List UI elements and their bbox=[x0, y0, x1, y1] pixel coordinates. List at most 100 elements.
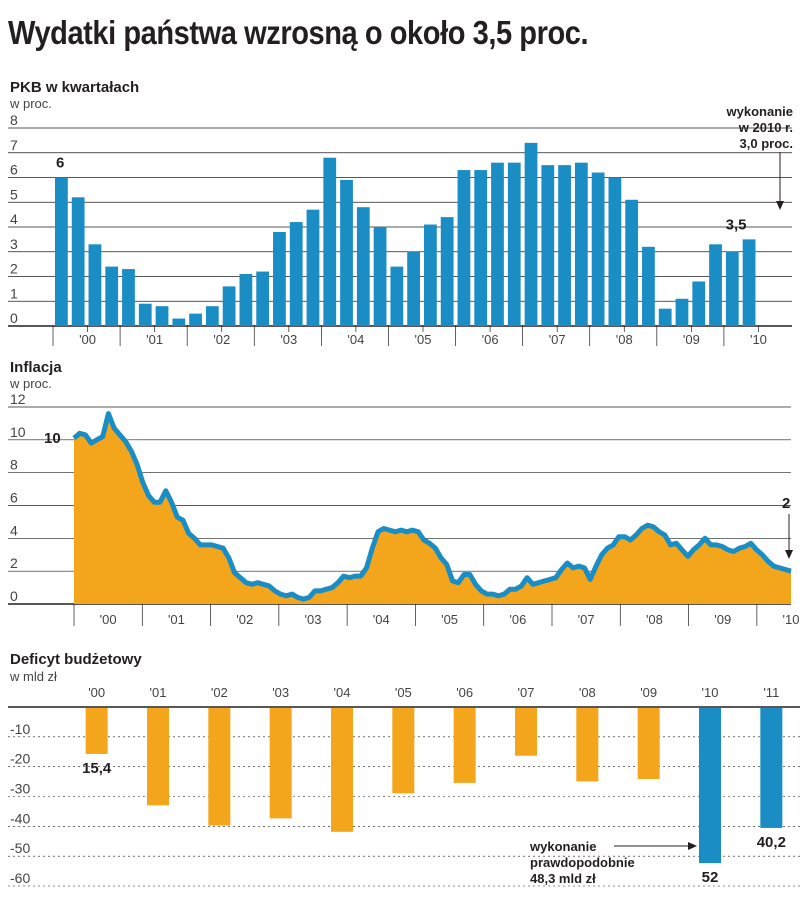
inflation-last-label: 2 bbox=[782, 495, 790, 512]
deficit-bar bbox=[392, 708, 415, 794]
gdp-xtick-label: '09 bbox=[683, 332, 700, 347]
inflation-xtick-label: '05 bbox=[441, 612, 458, 627]
gdp-bar bbox=[491, 162, 504, 326]
deficit-chart: Deficyt budżetowy w mld zł -10 -20 -30 -40 -… bbox=[8, 651, 800, 887]
gdp-annotation-line: w 2010 r. bbox=[738, 120, 793, 135]
deficit-label-2000: 15,4 bbox=[82, 760, 112, 777]
deficit-bar bbox=[269, 708, 292, 819]
gdp-ytick: 4 bbox=[10, 211, 18, 227]
deficit-xtick-label: '11 bbox=[763, 685, 779, 700]
deficit-xtick-label: '10 bbox=[702, 685, 719, 700]
deficit-bar bbox=[637, 708, 660, 780]
gdp-bar bbox=[390, 266, 404, 326]
deficit-bar bbox=[85, 708, 108, 754]
arrow-head-icon bbox=[776, 201, 784, 210]
deficit-xtick-label: '01 bbox=[150, 685, 167, 700]
deficit-ytick: -30 bbox=[10, 781, 30, 797]
gdp-bar bbox=[373, 227, 387, 326]
inflation-xtick-label: '04 bbox=[373, 612, 390, 627]
deficit-bar bbox=[331, 708, 353, 832]
deficit-ytick: -20 bbox=[10, 751, 30, 767]
deficit-ytick: -50 bbox=[10, 840, 30, 856]
gdp-xtick-label: '01 bbox=[146, 332, 163, 347]
gdp-bar bbox=[709, 244, 722, 326]
gdp-xtick-label: '00 bbox=[79, 332, 96, 347]
deficit-bar bbox=[208, 708, 231, 826]
deficit-bar bbox=[760, 708, 783, 828]
gdp-bar bbox=[88, 244, 102, 326]
inflation-first-label: 10 bbox=[44, 430, 61, 447]
deficit-bar bbox=[453, 708, 476, 783]
gdp-annotation-line: 3,0 proc. bbox=[740, 136, 793, 151]
gdp-ytick: 7 bbox=[10, 137, 18, 153]
page-title: Wydatki państwa wzrosną o około 3,5 proc… bbox=[8, 14, 589, 51]
inflation-ytick: 8 bbox=[10, 457, 18, 473]
gdp-bar bbox=[189, 313, 202, 326]
deficit-annotation-line: wykonanie bbox=[529, 839, 596, 854]
gdp-bar bbox=[591, 172, 605, 326]
deficit-xtick-label: '03 bbox=[272, 685, 289, 700]
gdp-bar bbox=[273, 231, 286, 326]
deficit-label-2010: 52 bbox=[702, 869, 719, 886]
deficit-xtick-label: '05 bbox=[395, 685, 412, 700]
inflation-ytick: 4 bbox=[10, 522, 18, 538]
deficit-title: Deficyt budżetowy bbox=[10, 651, 142, 668]
deficit-xtick-label: '06 bbox=[456, 685, 473, 700]
gdp-bar bbox=[507, 162, 521, 326]
inflation-unit: w proc. bbox=[9, 376, 52, 391]
gdp-bar bbox=[692, 281, 706, 326]
gdp-bar bbox=[642, 246, 655, 326]
gdp-ytick: 0 bbox=[10, 310, 18, 326]
gdp-bar bbox=[356, 207, 370, 326]
gdp-bar bbox=[725, 251, 739, 326]
deficit-bar bbox=[515, 708, 537, 756]
deficit-unit: w mld zł bbox=[9, 669, 57, 684]
gdp-xtick-label: '02 bbox=[213, 332, 230, 347]
gdp-bar bbox=[105, 266, 119, 326]
gdp-ytick: 2 bbox=[10, 261, 18, 277]
deficit-bar bbox=[699, 708, 721, 864]
gdp-bar bbox=[524, 142, 538, 326]
inflation-xtick-label: '02 bbox=[236, 612, 253, 627]
gdp-bar bbox=[558, 165, 571, 326]
deficit-xtick-label: '09 bbox=[640, 685, 657, 700]
gdp-bar bbox=[424, 224, 437, 326]
inflation-ytick: 2 bbox=[10, 555, 18, 571]
gdp-bar bbox=[658, 308, 672, 326]
gdp-xtick-label: '07 bbox=[549, 332, 566, 347]
deficit-bar bbox=[576, 708, 599, 782]
gdp-bar bbox=[625, 199, 639, 326]
gdp-ytick: 5 bbox=[10, 186, 18, 202]
gdp-ytick: 8 bbox=[10, 112, 18, 128]
gdp-last-label: 3,5 bbox=[726, 216, 747, 233]
gdp-bar bbox=[407, 251, 420, 326]
gdp-bar bbox=[122, 269, 135, 326]
deficit-xtick-label: '02 bbox=[211, 685, 228, 700]
gdp-bar bbox=[474, 170, 488, 326]
inflation-xtick-label: '00 bbox=[100, 612, 117, 627]
inflation-chart: Inflacja w proc. 0 2 4 6 8 10 12 '00 '01 '02 '03 '… bbox=[8, 359, 799, 627]
inflation-xtick-label: '06 bbox=[509, 612, 526, 627]
gdp-ytick: 1 bbox=[10, 285, 18, 301]
deficit-xtick-label: '08 bbox=[579, 685, 596, 700]
gdp-title: PKB w kwartałach bbox=[10, 79, 139, 96]
gdp-annotation-line: wykonanie bbox=[726, 104, 793, 119]
gdp-chart: PKB w kwartałach w proc. 0 1 2 3 4 5 6 7 8 '00 '0… bbox=[8, 79, 793, 347]
gdp-xtick-label: '06 bbox=[482, 332, 499, 347]
gdp-bar bbox=[138, 303, 152, 326]
deficit-annotation-line: 48,3 mld zł bbox=[530, 871, 596, 886]
gdp-bar bbox=[239, 274, 253, 326]
gdp-bar bbox=[742, 239, 756, 326]
inflation-ytick: 6 bbox=[10, 490, 18, 506]
inflation-ytick: 12 bbox=[10, 391, 26, 407]
inflation-xtick-label: '08 bbox=[646, 612, 663, 627]
gdp-bar bbox=[222, 286, 236, 326]
gdp-bar bbox=[306, 209, 320, 326]
gdp-xtick-label: '04 bbox=[347, 332, 364, 347]
arrow-head-icon bbox=[785, 550, 793, 559]
inflation-area bbox=[74, 413, 791, 604]
gdp-bar bbox=[675, 298, 689, 326]
gdp-bar bbox=[574, 162, 588, 326]
deficit-xtick-label: '07 bbox=[518, 685, 535, 700]
